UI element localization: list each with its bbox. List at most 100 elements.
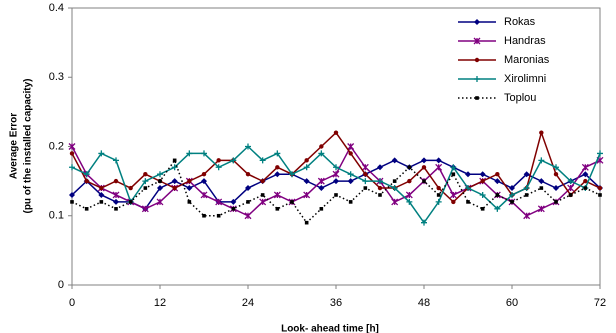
marker	[363, 186, 368, 190]
marker	[583, 178, 588, 184]
marker	[407, 165, 412, 170]
marker	[246, 200, 250, 204]
marker	[186, 150, 193, 157]
x-axis-label: Look- ahead time [h]	[281, 324, 379, 333]
y-axis-label: Average Error	[9, 113, 20, 179]
marker	[172, 158, 177, 163]
marker	[334, 193, 338, 197]
marker	[98, 150, 105, 157]
marker	[473, 37, 481, 45]
marker	[538, 157, 545, 164]
x-tick-label: 60	[506, 297, 518, 309]
marker	[319, 207, 324, 211]
marker	[333, 164, 339, 171]
marker	[475, 96, 479, 100]
x-tick-label: 36	[330, 297, 342, 309]
legend-label: Maronias	[504, 54, 550, 66]
marker	[128, 185, 133, 191]
marker	[171, 164, 178, 171]
marker	[581, 163, 589, 171]
marker	[333, 130, 339, 135]
legend-label: Xirolimni	[504, 73, 546, 85]
marker	[523, 212, 531, 220]
marker	[273, 191, 281, 199]
marker	[422, 179, 426, 183]
marker	[215, 164, 222, 171]
marker	[583, 186, 588, 190]
marker	[332, 170, 340, 178]
x-tick-label: 48	[418, 297, 430, 309]
marker	[172, 185, 177, 191]
marker	[244, 212, 252, 220]
marker	[303, 178, 310, 185]
marker	[303, 191, 311, 199]
marker	[347, 178, 354, 185]
marker	[143, 172, 148, 177]
legend-label: Handras	[504, 35, 546, 47]
marker	[128, 200, 133, 204]
marker	[537, 205, 545, 213]
marker	[158, 179, 162, 183]
marker	[494, 205, 501, 212]
marker	[70, 200, 74, 204]
marker	[69, 191, 75, 198]
marker	[421, 165, 427, 170]
marker	[259, 157, 266, 164]
marker	[480, 178, 485, 184]
marker	[363, 172, 368, 177]
marker	[230, 157, 237, 164]
marker	[378, 193, 382, 197]
marker	[245, 143, 251, 150]
marker	[304, 158, 309, 163]
marker	[494, 178, 501, 185]
marker	[347, 143, 355, 150]
marker	[245, 185, 251, 192]
marker	[274, 150, 281, 157]
marker	[479, 171, 486, 178]
marker	[68, 143, 76, 150]
y-tick-label: 0.1	[49, 210, 64, 222]
marker	[451, 172, 456, 176]
marker	[474, 76, 480, 82]
marker	[187, 178, 192, 184]
marker	[597, 185, 603, 191]
marker	[466, 200, 470, 204]
marker	[377, 185, 383, 191]
marker	[509, 191, 515, 198]
marker	[421, 219, 427, 226]
marker	[113, 178, 119, 184]
marker	[156, 198, 164, 206]
x-tick-label: 24	[242, 297, 254, 309]
marker	[407, 178, 412, 184]
marker	[99, 185, 104, 191]
marker	[216, 213, 221, 218]
marker	[157, 185, 163, 192]
marker	[230, 198, 237, 205]
marker	[554, 200, 558, 204]
marker	[231, 207, 236, 211]
marker	[391, 157, 398, 164]
marker	[318, 185, 325, 192]
marker	[539, 186, 544, 190]
marker	[215, 198, 223, 206]
marker	[157, 171, 163, 178]
marker	[421, 157, 427, 164]
marker	[69, 151, 75, 156]
marker	[186, 185, 193, 192]
marker	[347, 171, 354, 178]
marker	[495, 193, 500, 197]
marker	[202, 213, 206, 218]
marker	[539, 130, 544, 135]
marker	[568, 193, 573, 197]
marker	[582, 171, 589, 178]
marker	[143, 186, 148, 190]
marker	[348, 151, 353, 156]
marker	[200, 191, 208, 199]
marker	[567, 178, 574, 185]
marker	[450, 164, 457, 171]
marker	[113, 198, 119, 205]
marker	[509, 185, 515, 192]
marker	[114, 207, 118, 211]
marker	[319, 144, 324, 149]
